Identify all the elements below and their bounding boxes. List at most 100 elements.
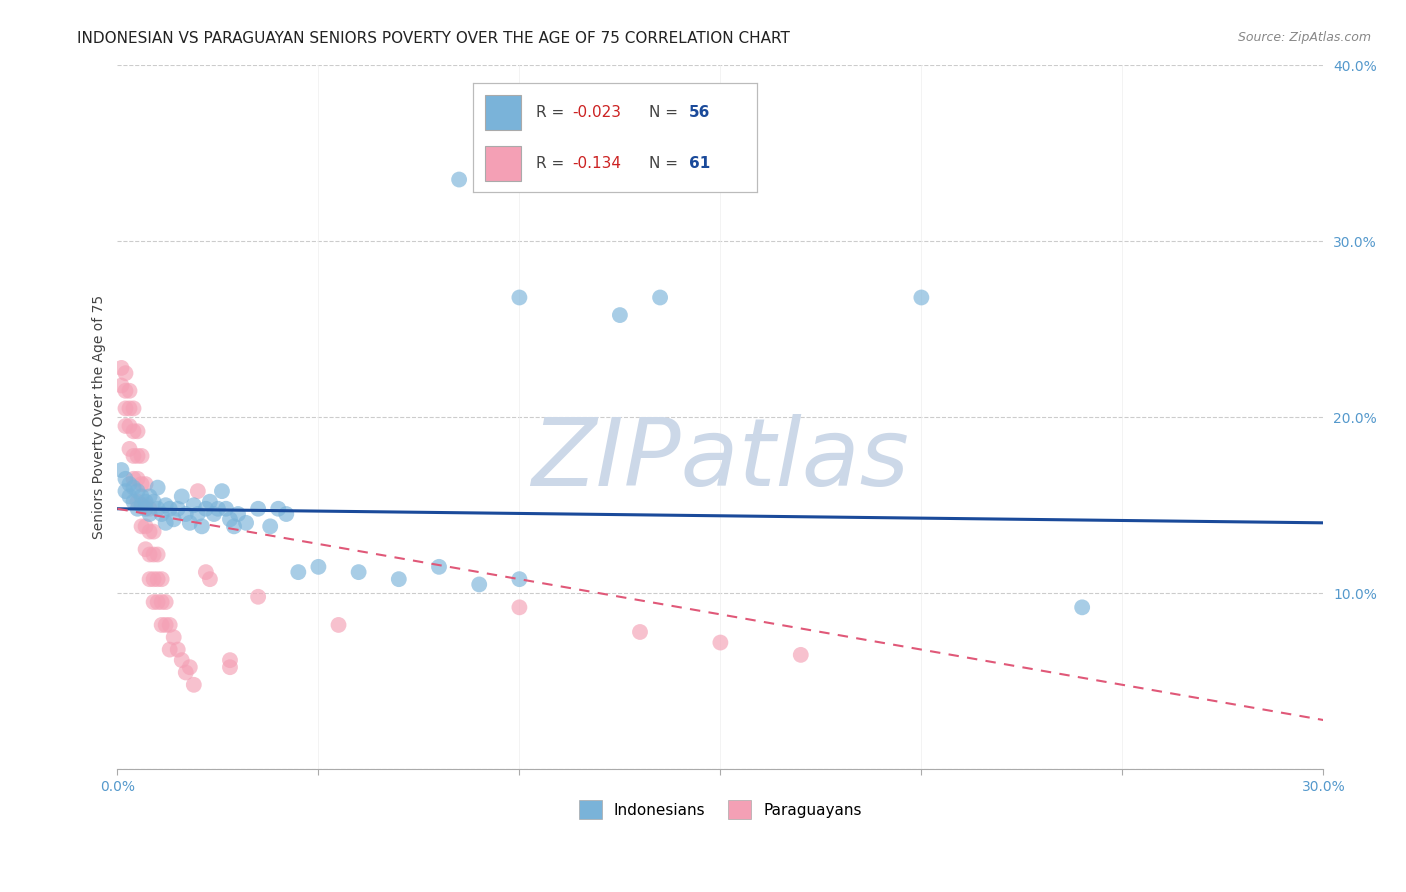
Point xyxy=(131,498,153,512)
Point xyxy=(150,595,173,609)
Point xyxy=(118,384,141,398)
Point xyxy=(211,484,233,499)
Point xyxy=(194,565,217,579)
Point xyxy=(159,642,181,657)
Point xyxy=(150,618,173,632)
Point xyxy=(155,595,177,609)
Text: ZIPatlas: ZIPatlas xyxy=(531,414,910,505)
Point xyxy=(146,595,169,609)
Point xyxy=(276,507,298,521)
Point xyxy=(142,572,165,586)
Point xyxy=(131,490,153,504)
Legend: Indonesians, Paraguayans: Indonesians, Paraguayans xyxy=(572,794,868,825)
Point xyxy=(146,481,169,495)
Point xyxy=(127,449,149,463)
Point xyxy=(347,565,370,579)
Point xyxy=(468,577,491,591)
Point xyxy=(138,524,160,539)
Point xyxy=(910,291,932,305)
Point xyxy=(247,501,270,516)
Point xyxy=(163,512,186,526)
Point xyxy=(142,494,165,508)
Point xyxy=(709,635,731,649)
Point xyxy=(127,501,149,516)
Point xyxy=(166,642,188,657)
Text: Source: ZipAtlas.com: Source: ZipAtlas.com xyxy=(1237,31,1371,45)
Point xyxy=(166,501,188,516)
Point xyxy=(267,501,290,516)
Point xyxy=(198,494,221,508)
Point xyxy=(138,507,160,521)
Point xyxy=(187,507,209,521)
Point xyxy=(174,665,197,680)
Point xyxy=(114,401,136,416)
Point xyxy=(142,595,165,609)
Point xyxy=(131,519,153,533)
Point xyxy=(183,678,205,692)
Point xyxy=(127,484,149,499)
Point xyxy=(187,484,209,499)
Point xyxy=(219,653,242,667)
Point xyxy=(127,425,149,439)
Point xyxy=(174,507,197,521)
Point xyxy=(135,542,157,557)
Point xyxy=(131,477,153,491)
Point xyxy=(790,648,813,662)
Point xyxy=(127,494,149,508)
Point xyxy=(122,472,145,486)
Point xyxy=(118,490,141,504)
Point xyxy=(163,630,186,644)
Point xyxy=(170,653,193,667)
Point xyxy=(135,494,157,508)
Point xyxy=(170,490,193,504)
Point xyxy=(131,498,153,512)
Point xyxy=(508,572,530,586)
Point xyxy=(194,501,217,516)
Point xyxy=(198,572,221,586)
Point xyxy=(155,618,177,632)
Point xyxy=(388,572,411,586)
Point xyxy=(179,660,201,674)
Point xyxy=(146,572,169,586)
Point xyxy=(1071,600,1094,615)
Point xyxy=(155,498,177,512)
Point xyxy=(118,419,141,434)
Point xyxy=(135,498,157,512)
Y-axis label: Seniors Poverty Over the Age of 75: Seniors Poverty Over the Age of 75 xyxy=(93,295,107,540)
Point xyxy=(222,519,245,533)
Point xyxy=(122,494,145,508)
Point xyxy=(219,512,242,526)
Point xyxy=(207,501,229,516)
Point xyxy=(118,401,141,416)
Point xyxy=(150,572,173,586)
Point xyxy=(138,501,160,516)
Point xyxy=(609,308,631,322)
Point xyxy=(215,501,238,516)
Point xyxy=(122,481,145,495)
Point xyxy=(138,490,160,504)
Point xyxy=(508,600,530,615)
Point xyxy=(114,484,136,499)
Point xyxy=(110,360,132,375)
Point xyxy=(183,498,205,512)
Point xyxy=(114,472,136,486)
Point xyxy=(307,559,329,574)
Text: INDONESIAN VS PARAGUAYAN SENIORS POVERTY OVER THE AGE OF 75 CORRELATION CHART: INDONESIAN VS PARAGUAYAN SENIORS POVERTY… xyxy=(77,31,790,46)
Point xyxy=(110,378,132,392)
Point xyxy=(159,618,181,632)
Point xyxy=(110,463,132,477)
Point xyxy=(247,590,270,604)
Point xyxy=(328,618,350,632)
Point xyxy=(235,516,257,530)
Point xyxy=(427,559,450,574)
Point xyxy=(202,507,225,521)
Point xyxy=(155,516,177,530)
Point xyxy=(118,477,141,491)
Point xyxy=(259,519,281,533)
Point xyxy=(146,501,169,516)
Point xyxy=(219,660,242,674)
Point xyxy=(122,449,145,463)
Point xyxy=(135,501,157,516)
Point xyxy=(142,548,165,562)
Point xyxy=(138,548,160,562)
